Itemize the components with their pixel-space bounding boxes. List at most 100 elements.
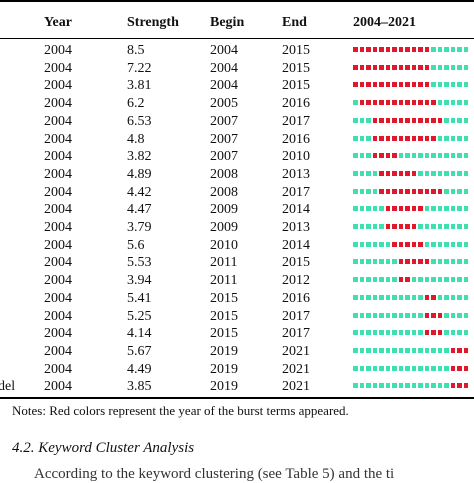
timeline-segment — [450, 206, 456, 212]
cell-end: 2017 — [282, 308, 310, 324]
burst-segment — [411, 241, 417, 247]
cell-year: 2004 — [44, 96, 72, 112]
table-row: 2004 5.6 2010 2014 — [0, 237, 474, 254]
timeline-segment — [366, 294, 371, 300]
burst-segment — [366, 82, 371, 88]
timeline-segment — [450, 153, 456, 159]
burst-segment — [405, 64, 410, 70]
timeline-segment — [444, 64, 449, 70]
burst-segment — [411, 188, 417, 194]
cell-begin: 2008 — [210, 184, 238, 200]
cell-begin: 2007 — [210, 113, 238, 129]
timeline-segment — [366, 347, 371, 353]
cell-begin: 2007 — [210, 131, 238, 147]
burst-segment — [431, 294, 436, 300]
burst-segment — [431, 330, 436, 336]
cell-year: 2004 — [44, 60, 72, 76]
timeline-segment — [450, 82, 456, 88]
burst-segment — [385, 224, 391, 229]
cell-begin: 2008 — [210, 166, 238, 182]
timeline-segment — [359, 383, 365, 389]
timeline-segment — [372, 224, 378, 229]
cell-strength: 6.53 — [127, 113, 152, 129]
burst-segment — [431, 100, 436, 106]
burst-segment — [398, 170, 404, 176]
timeline-segment — [457, 312, 462, 318]
table-note: Notes: Red colors represent the year of … — [12, 403, 349, 418]
burst-segment — [463, 347, 469, 353]
cell-year: 2004 — [44, 237, 72, 253]
cell-strength: 4.42 — [127, 184, 152, 200]
cell-begin: 2010 — [210, 237, 238, 253]
timeline-segment — [366, 365, 371, 371]
timeline-segment — [444, 224, 449, 229]
burst-timeline — [353, 259, 470, 265]
cell-end: 2017 — [282, 326, 310, 342]
timeline-segment — [450, 294, 456, 300]
timeline-segment — [450, 312, 456, 318]
cell-end: 2014 — [282, 237, 310, 253]
cell-year: 2004 — [44, 255, 72, 271]
burst-segment — [359, 47, 365, 52]
timeline-segment — [450, 277, 456, 283]
cell-end: 2016 — [282, 131, 310, 147]
timeline-segment — [366, 153, 371, 159]
cell-end: 2010 — [282, 149, 310, 165]
timeline-segment — [444, 294, 449, 300]
burst-segment — [385, 117, 391, 123]
timeline-segment — [385, 365, 391, 371]
burst-segment — [431, 117, 436, 123]
cell-year: 2004 — [44, 343, 72, 359]
cell-begin: 2011 — [210, 273, 238, 289]
timeline-segment — [398, 153, 404, 159]
timeline-segment — [359, 170, 365, 176]
timeline-segment — [424, 277, 430, 283]
timeline-segment — [457, 206, 462, 212]
timeline-segment — [359, 330, 365, 336]
burst-segment — [437, 330, 443, 336]
cell-end: 2015 — [282, 43, 310, 58]
cell-year: 2004 — [44, 166, 72, 182]
burst-segment — [418, 188, 423, 194]
cell-begin: 2004 — [210, 43, 238, 58]
burst-segment — [431, 135, 436, 141]
timeline-segment — [372, 170, 378, 176]
header-year: Year — [44, 15, 72, 30]
burst-segment — [457, 365, 462, 371]
timeline-segment — [353, 277, 358, 283]
timeline-segment — [444, 312, 449, 318]
timeline-segment — [398, 294, 404, 300]
timeline-segment — [463, 294, 469, 300]
timeline-segment — [437, 100, 443, 106]
burst-segment — [405, 47, 410, 52]
burst-segment — [379, 47, 384, 52]
timeline-segment — [437, 277, 443, 283]
burst-segment — [424, 117, 430, 123]
burst-segment — [392, 100, 397, 106]
cell-strength: 3.85 — [127, 379, 152, 395]
timeline-segment — [353, 330, 358, 336]
timeline-segment — [398, 312, 404, 318]
burst-segment — [424, 188, 430, 194]
timeline-segment — [424, 241, 430, 247]
timeline-segment — [444, 117, 449, 123]
timeline-segment — [353, 224, 358, 229]
burst-segment — [398, 206, 404, 212]
timeline-segment — [353, 153, 358, 159]
timeline-segment — [359, 365, 365, 371]
timeline-segment — [444, 347, 449, 353]
burst-timeline — [353, 47, 470, 52]
timeline-segment — [424, 365, 430, 371]
timeline-segment — [385, 383, 391, 389]
timeline-segment — [392, 347, 397, 353]
timeline-segment — [359, 347, 365, 353]
burst-segment — [405, 241, 410, 247]
burst-segment — [353, 47, 358, 52]
burst-segment — [418, 47, 423, 52]
timeline-segment — [463, 82, 469, 88]
timeline-segment — [411, 347, 417, 353]
burst-segment — [411, 82, 417, 88]
burst-segment — [405, 135, 410, 141]
burst-segment — [405, 206, 410, 212]
